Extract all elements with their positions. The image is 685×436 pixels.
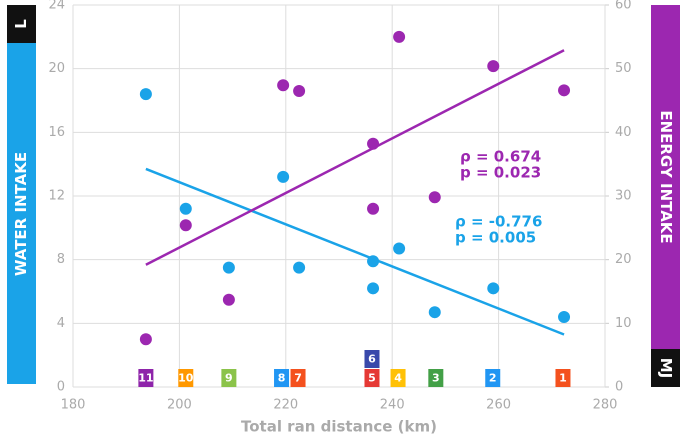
- x-axis-title: Total ran distance (km): [241, 418, 437, 436]
- badge: [428, 369, 444, 387]
- y2-tick-label: 60: [615, 0, 632, 13]
- p-label: p = 0.005: [455, 229, 536, 247]
- y2-unit: MJ: [657, 358, 675, 379]
- trend-line: [145, 49, 565, 266]
- badge: [138, 369, 154, 387]
- y2-tick-label: 0: [615, 380, 623, 395]
- y2-tick-label: 10: [615, 316, 632, 331]
- trend-line: [145, 167, 565, 336]
- badge: [364, 350, 380, 368]
- point: [179, 202, 192, 215]
- badge-label: 6: [368, 353, 376, 366]
- point: [428, 306, 441, 319]
- badge-label: 3: [432, 372, 440, 385]
- y-unit: L: [12, 19, 30, 29]
- y2-tick-label: 30: [615, 189, 632, 204]
- badge-label: 5: [368, 372, 376, 385]
- x-tick-label: 200: [167, 398, 192, 413]
- badge-label: 11: [138, 372, 153, 385]
- p-label: p = 0.023: [460, 164, 541, 182]
- badge-label: 10: [178, 372, 194, 385]
- x-tick-label: 180: [61, 398, 86, 413]
- point: [393, 242, 406, 255]
- badge: [390, 369, 406, 387]
- point: [139, 333, 152, 346]
- badge: [274, 369, 290, 387]
- y-tick-label: 12: [48, 189, 65, 204]
- point: [139, 88, 152, 101]
- badge: [485, 369, 501, 387]
- unit-box: [7, 5, 36, 43]
- badge-label: 1: [559, 372, 567, 385]
- badge: [364, 369, 380, 387]
- badge-label: 7: [294, 372, 302, 385]
- point: [487, 282, 500, 295]
- point: [367, 255, 380, 268]
- badge-label: 4: [394, 372, 402, 385]
- rho-label: ρ = 0.674: [460, 148, 541, 166]
- x-tick-label: 260: [486, 398, 511, 413]
- y2-tick-label: 20: [615, 252, 632, 267]
- point: [293, 261, 306, 274]
- point: [367, 137, 380, 150]
- x-tick-label: 240: [380, 398, 405, 413]
- badge: [555, 369, 571, 387]
- point: [222, 261, 235, 274]
- point: [367, 202, 380, 215]
- point: [277, 79, 290, 92]
- badge: [290, 369, 306, 387]
- y2-axis-bar: [651, 5, 680, 349]
- point: [222, 293, 235, 306]
- y2-tick-label: 40: [615, 125, 632, 140]
- badge-label: 8: [278, 372, 286, 385]
- point: [487, 60, 500, 73]
- point: [428, 191, 441, 204]
- point: [393, 30, 406, 43]
- unit-box: [651, 349, 680, 387]
- y-axis-bar: [7, 43, 36, 384]
- y-tick-label: 20: [48, 61, 65, 76]
- point: [558, 310, 571, 323]
- y-tick-label: 24: [48, 0, 65, 13]
- x-tick-label: 280: [593, 398, 618, 413]
- point: [367, 282, 380, 295]
- y-tick-label: 0: [57, 380, 65, 395]
- badge-label: 2: [489, 372, 497, 385]
- y-tick-label: 4: [57, 316, 65, 331]
- badge-label: 9: [225, 372, 233, 385]
- y-axis-title: WATER INTAKE: [12, 152, 30, 276]
- y2-axis-title: ENERGY INTAKE: [657, 110, 675, 243]
- x-tick-label: 220: [273, 398, 298, 413]
- point: [558, 84, 571, 97]
- badge: [178, 369, 194, 387]
- point: [179, 219, 192, 232]
- rho-label: ρ = -0.776: [455, 213, 542, 231]
- y-tick-label: 8: [57, 252, 65, 267]
- badge: [221, 369, 237, 387]
- y-tick-label: 16: [48, 125, 65, 140]
- point: [277, 170, 290, 183]
- y2-tick-label: 50: [615, 61, 632, 76]
- point: [293, 84, 306, 97]
